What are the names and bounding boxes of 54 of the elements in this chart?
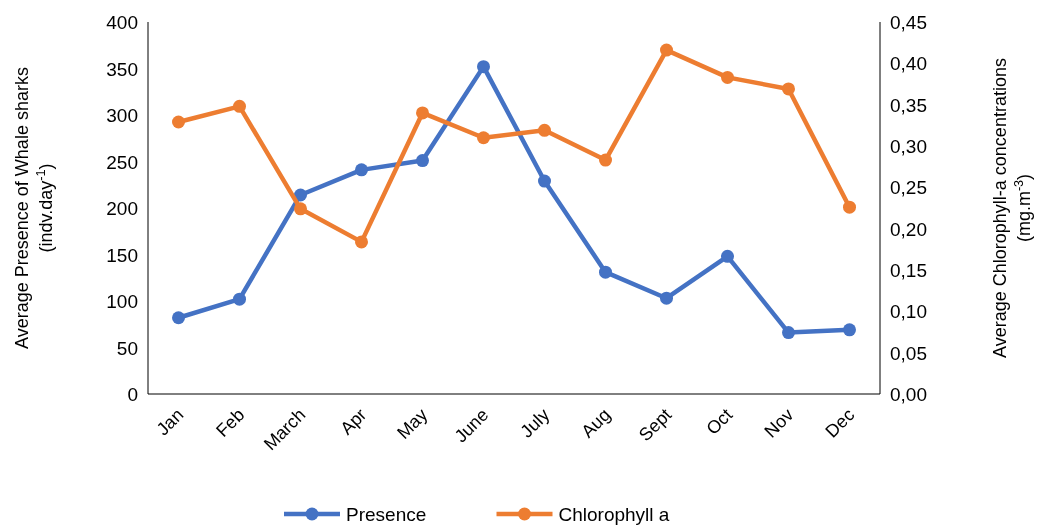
point — [294, 188, 307, 202]
y-tick-label: 0 — [127, 384, 138, 405]
point — [843, 200, 856, 214]
point — [355, 163, 368, 177]
point — [721, 70, 734, 84]
x-tick-label: Feb — [212, 404, 249, 441]
y-tick-label: 50 — [116, 337, 138, 359]
point — [599, 153, 612, 167]
point — [538, 123, 551, 137]
y-tick-label: 150 — [106, 244, 138, 266]
x-tick-label: Nov — [760, 404, 798, 442]
y2-tick-label: 0,20 — [890, 218, 927, 240]
y2-tick-label: 0,10 — [890, 301, 927, 323]
y-tick-label: 200 — [106, 198, 138, 219]
x-tick-label: Aug — [577, 404, 615, 442]
y2-tick-label: 0,40 — [890, 53, 927, 75]
y-tick-label: 400 — [106, 12, 138, 33]
y2-tick-label: 0,35 — [890, 94, 927, 116]
point — [782, 82, 795, 96]
point — [172, 115, 185, 129]
y2-tick-label: 0,05 — [890, 342, 927, 364]
y2-tick-label: 0,25 — [890, 177, 927, 199]
y2-tick-label: 0,15 — [890, 260, 927, 281]
legend-label: Presence — [346, 504, 427, 525]
point — [660, 291, 673, 305]
y2-tick-label: 0,45 — [890, 12, 927, 33]
point — [355, 235, 368, 249]
point — [233, 292, 246, 306]
point — [477, 60, 490, 74]
x-tick-label: Jan — [152, 404, 188, 440]
point — [660, 43, 673, 57]
y-tick-label: 250 — [106, 151, 138, 173]
y-tick-label: 350 — [106, 58, 138, 80]
legend-label: Chlorophyll a — [558, 504, 670, 525]
point — [599, 265, 612, 279]
x-tick-label: Apr — [336, 404, 371, 439]
point — [416, 106, 429, 120]
point — [416, 154, 429, 168]
point — [782, 326, 795, 340]
point — [294, 202, 307, 216]
point — [477, 131, 490, 145]
x-tick-label: May — [393, 404, 432, 443]
x-tick-label: Oct — [702, 404, 737, 439]
x-tick-label: July — [516, 404, 554, 442]
y2-tick-label: 0,00 — [890, 384, 927, 405]
point — [233, 99, 246, 113]
y2-tick-label: 0,30 — [890, 136, 927, 157]
point — [721, 249, 734, 263]
y-tick-label: 300 — [106, 105, 138, 126]
x-tick-label: Dec — [821, 404, 859, 442]
point — [843, 323, 856, 337]
point — [172, 311, 185, 325]
y-tick-label: 100 — [106, 291, 138, 312]
point — [538, 174, 551, 188]
